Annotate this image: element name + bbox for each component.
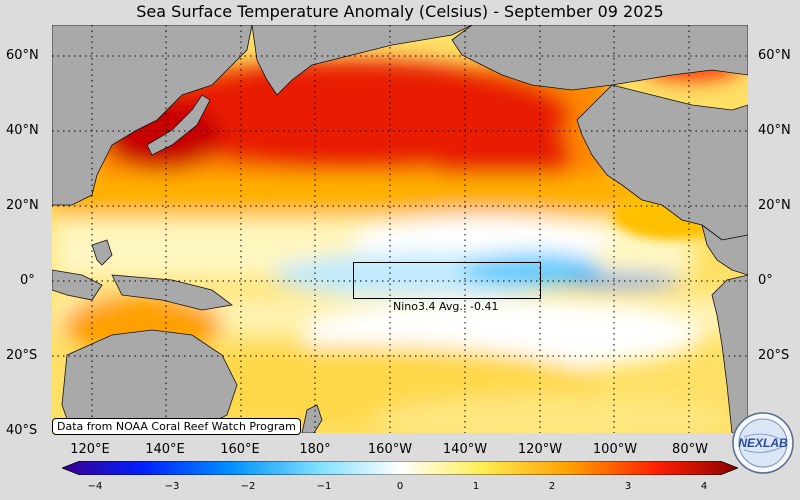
colorbar-tick: 1 [472, 481, 480, 492]
lat-label-right: 60°N [758, 48, 791, 63]
lat-label-left: 40°S [6, 423, 38, 438]
lat-label-right: 0° [758, 273, 773, 288]
lat-label-left: 60°N [6, 48, 39, 63]
lon-label: 160°E [220, 442, 260, 457]
colorbar-tick: 0 [396, 481, 404, 492]
lon-label: 180° [299, 442, 331, 457]
colorbar-tick: −3 [164, 481, 180, 492]
lat-label-right: 20°S [758, 348, 790, 363]
lat-label-left: 20°S [6, 348, 38, 363]
lon-label: 80°W [672, 442, 708, 457]
colorbar-tick: −1 [316, 481, 332, 492]
logo-text: NEXLAB [738, 436, 788, 450]
lon-label: 120°W [517, 442, 563, 457]
colorbar-tick: 4 [700, 481, 708, 492]
lat-label-right: 20°N [758, 198, 791, 213]
nino34-average-label: Nino3.4 Avg.: -0.41 [393, 300, 499, 313]
map-title: Sea Surface Temperature Anomaly (Celsius… [136, 2, 664, 21]
lat-label-right: 40°N [758, 123, 791, 138]
colorbar-tick: 3 [624, 481, 632, 492]
colorbar-tick: −4 [87, 481, 103, 492]
lon-label: 100°W [592, 442, 638, 457]
lon-label: 140°W [442, 442, 488, 457]
colorbar [62, 461, 738, 475]
lat-label-left: 20°N [6, 198, 39, 213]
colorbar-tick: −2 [240, 481, 256, 492]
lon-label: 120°E [70, 442, 110, 457]
lat-label-left: 0° [20, 273, 35, 288]
lon-label: 160°W [367, 442, 413, 457]
data-credit-label: Data from NOAA Coral Reef Watch Program [52, 418, 301, 435]
nino34-region-box [353, 262, 541, 299]
lat-label-left: 40°N [6, 123, 39, 138]
lon-label: 140°E [145, 442, 185, 457]
sst-anomaly-map [52, 25, 748, 433]
colorbar-tick: 2 [548, 481, 556, 492]
nexlab-logo: NEXLAB [732, 412, 794, 474]
